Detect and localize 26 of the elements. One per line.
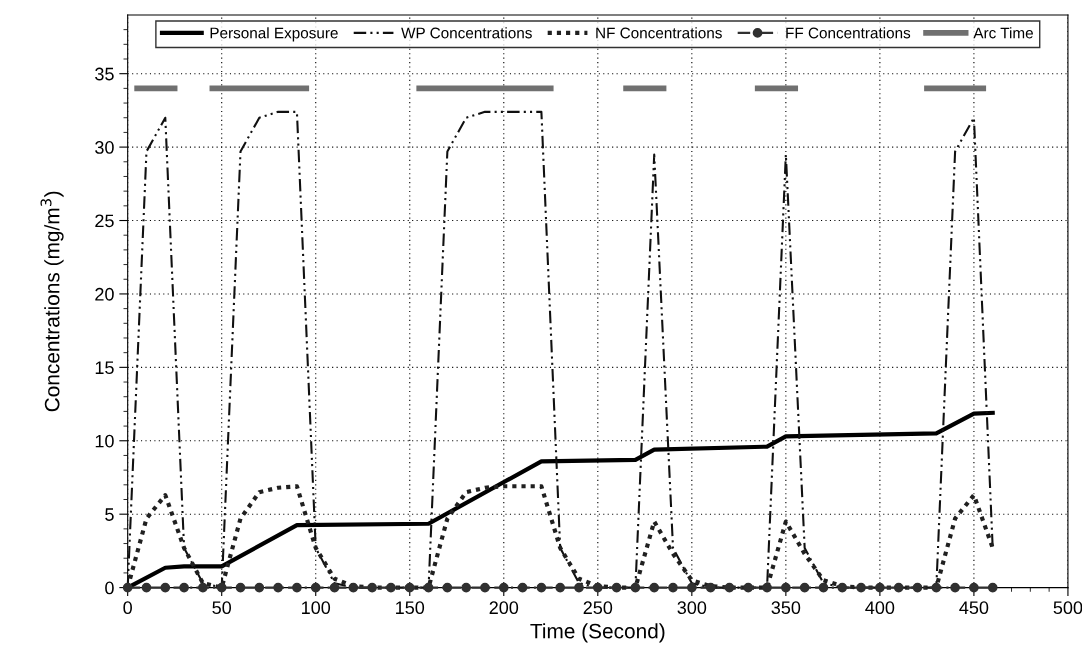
- legend-label: FF Concentrations: [786, 27, 911, 39]
- x-tick-label: 150: [396, 601, 425, 615]
- y-axis-title: Concentrations (mg/m$^{3}$): [40, 191, 64, 412]
- x-tick-label: 300: [677, 601, 707, 615]
- x-tick-label: 0: [123, 601, 132, 615]
- y-tick-label: 20: [95, 287, 114, 301]
- y-tick-label: 15: [95, 361, 114, 375]
- x-tick-label: 50: [212, 601, 232, 615]
- x-tick-label: 400: [865, 601, 895, 615]
- x-tick-label: 250: [583, 601, 613, 615]
- x-axis-title: Time (Second): [530, 623, 665, 643]
- legend-label: Personal Exposure: [210, 27, 338, 42]
- x-tick-label: 200: [489, 601, 519, 615]
- legend-label: NF Concentrations: [596, 27, 722, 39]
- x-tick-label: 450: [959, 601, 989, 615]
- legend-label: Arc Time: [973, 27, 1033, 39]
- y-tick-label: 5: [105, 508, 114, 521]
- y-tick-label: 0: [105, 581, 114, 595]
- y-tick-label: 30: [95, 141, 114, 154]
- legend-label: WP Concentrations: [401, 27, 532, 39]
- y-tick-label: 35: [95, 67, 114, 81]
- x-tick-label: 350: [771, 601, 801, 615]
- x-tick-label: 100: [302, 601, 331, 615]
- y-tick-label: 10: [95, 434, 114, 448]
- x-tick-label: 500: [1053, 601, 1082, 615]
- y-tick-label: 25: [95, 214, 114, 228]
